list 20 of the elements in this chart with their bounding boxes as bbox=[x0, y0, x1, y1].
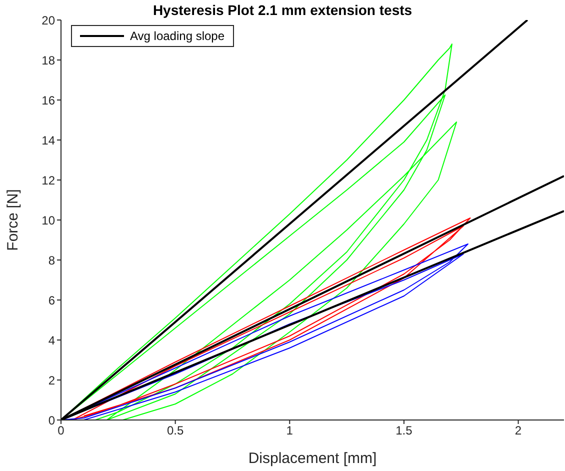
y-tick-label: 20 bbox=[42, 13, 56, 28]
y-tick-label: 0 bbox=[48, 413, 56, 428]
x-tick-label: 2 bbox=[514, 424, 522, 438]
y-axis-title: Force [N] bbox=[4, 189, 22, 251]
x-tick-label: 1.5 bbox=[396, 424, 413, 438]
y-tick-label: 12 bbox=[42, 173, 56, 188]
y-tick-label: 10 bbox=[42, 213, 56, 228]
chart-title: Hysteresis Plot 2.1 mm extension tests bbox=[152, 2, 412, 18]
x-tick-label: 0 bbox=[58, 424, 65, 438]
x-tick-label: 1 bbox=[286, 424, 294, 438]
y-tick-label: 14 bbox=[42, 133, 56, 148]
legend-label: Avg loading slope bbox=[130, 29, 225, 43]
y-tick-label: 4 bbox=[48, 333, 56, 348]
y-tick-label: 2 bbox=[48, 373, 56, 388]
y-tick-label: 6 bbox=[48, 293, 56, 308]
x-tick-label: 0.5 bbox=[166, 424, 184, 438]
x-axis-title: Displacement [mm] bbox=[248, 450, 377, 467]
y-tick-label: 8 bbox=[48, 253, 56, 268]
y-tick-label: 16 bbox=[42, 93, 56, 108]
y-tick-label: 18 bbox=[42, 53, 56, 68]
